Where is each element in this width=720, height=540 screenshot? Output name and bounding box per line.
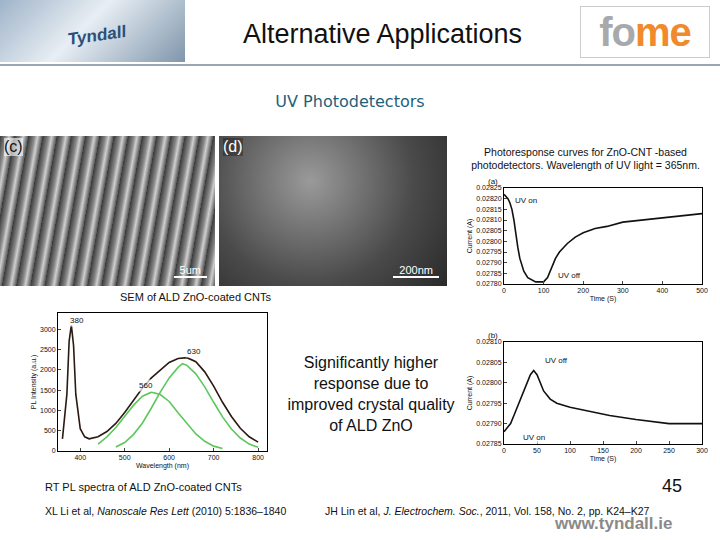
svg-text:0.02800: 0.02800 xyxy=(476,238,501,245)
svg-text:630: 630 xyxy=(187,347,201,356)
svg-text:0.02785: 0.02785 xyxy=(476,270,501,277)
svg-text:UV on: UV on xyxy=(515,196,537,205)
html-text:200nm: 200nm xyxy=(399,264,433,276)
svg-text:0.02805: 0.02805 xyxy=(476,359,501,366)
svg-text:1500: 1500 xyxy=(40,387,56,394)
svg-text:800: 800 xyxy=(252,454,264,461)
html-text:Alternative Applications: Alternative Applications xyxy=(242,19,523,49)
svg-text:PL Intensity (a.u.): PL Intensity (a.u.) xyxy=(30,355,38,410)
svg-text:50: 50 xyxy=(533,447,541,454)
svg-text:100: 100 xyxy=(538,287,550,294)
svg-text:600: 600 xyxy=(163,454,175,461)
html-text:Significantly higher response: Significantly higher response due to imp… xyxy=(287,354,455,434)
svg-text:0.02820: 0.02820 xyxy=(476,195,501,202)
svg-text:0.02810: 0.02810 xyxy=(476,216,501,223)
svg-text:UV off: UV off xyxy=(545,356,568,365)
svg-text:0: 0 xyxy=(502,447,506,454)
html-text:RT PL spectra of ALD ZnO-coate: RT PL spectra of ALD ZnO-coated CNTs xyxy=(45,481,242,493)
svg-text:100: 100 xyxy=(564,447,576,454)
svg-text:0.02805: 0.02805 xyxy=(476,227,501,234)
svg-text:0.02795: 0.02795 xyxy=(476,400,501,407)
svg-text:400: 400 xyxy=(74,454,86,461)
html-text:(d): (d) xyxy=(223,138,243,155)
svg-text:500: 500 xyxy=(696,287,708,294)
svg-text:UV off: UV off xyxy=(558,271,581,280)
svg-text:(b): (b) xyxy=(488,331,498,340)
svg-text:Time (S): Time (S) xyxy=(590,295,617,303)
html-text:XL Li et al, Nanoscale Res Let: XL Li et al, Nanoscale Res Lett (2010) 5… xyxy=(45,505,287,517)
svg-text:0.02790: 0.02790 xyxy=(476,259,501,266)
svg-text:0.02800: 0.02800 xyxy=(476,379,501,386)
svg-text:380: 380 xyxy=(70,316,84,325)
svg-text:0.02825: 0.02825 xyxy=(476,184,501,191)
html-text:45: 45 xyxy=(662,476,682,496)
html-text:SEM of ALD ZnO-coated CNTs: SEM of ALD ZnO-coated CNTs xyxy=(120,291,271,303)
svg-text:Wavelength (nm): Wavelength (nm) xyxy=(136,462,189,470)
svg-text:250: 250 xyxy=(663,447,675,454)
html-text:JH Lin et al, J. Electrochem.: JH Lin et al, J. Electrochem. Soc., 2011… xyxy=(325,505,650,517)
svg-text:500: 500 xyxy=(44,427,56,434)
html-text:5um: 5um xyxy=(179,264,201,276)
svg-text:0.02815: 0.02815 xyxy=(476,206,501,213)
svg-text:0.02785: 0.02785 xyxy=(476,440,501,447)
svg-text:150: 150 xyxy=(597,447,609,454)
svg-text:0: 0 xyxy=(52,447,56,454)
svg-text:560: 560 xyxy=(139,381,153,390)
svg-text:3000: 3000 xyxy=(40,326,56,333)
svg-text:0.02790: 0.02790 xyxy=(476,420,501,427)
svg-text:0.02795: 0.02795 xyxy=(476,248,501,255)
svg-text:Current (A): Current (A) xyxy=(466,219,474,254)
svg-text:UV on: UV on xyxy=(523,433,545,442)
svg-text:200: 200 xyxy=(630,447,642,454)
svg-text:700: 700 xyxy=(208,454,220,461)
html-text:UV Photodetectors: UV Photodetectors xyxy=(275,92,425,111)
svg-text:2000: 2000 xyxy=(40,366,56,373)
html-text:Photoresponse curves for ZnO-C: Photoresponse curves for ZnO-CNT -based … xyxy=(471,146,700,171)
html-text:fo me: fo me xyxy=(599,10,691,54)
svg-text:400: 400 xyxy=(657,287,669,294)
html-text:(c): (c) xyxy=(4,138,23,155)
svg-text:Current (A): Current (A) xyxy=(466,376,474,411)
svg-text:0.02810: 0.02810 xyxy=(476,338,501,345)
html-text:Tyndall: Tyndall xyxy=(68,21,127,50)
svg-text:200: 200 xyxy=(577,287,589,294)
html-text:www.tyndall.ie: www.tyndall.ie xyxy=(555,514,673,533)
svg-text:0: 0 xyxy=(502,287,506,294)
svg-text:(a): (a) xyxy=(488,178,498,186)
svg-text:1000: 1000 xyxy=(40,407,56,414)
svg-text:500: 500 xyxy=(119,454,131,461)
svg-text:300: 300 xyxy=(696,447,708,454)
svg-text:2500: 2500 xyxy=(40,346,56,353)
svg-text:0.02780: 0.02780 xyxy=(476,280,501,287)
svg-text:Time (S): Time (S) xyxy=(590,455,617,463)
svg-text:300: 300 xyxy=(617,287,629,294)
